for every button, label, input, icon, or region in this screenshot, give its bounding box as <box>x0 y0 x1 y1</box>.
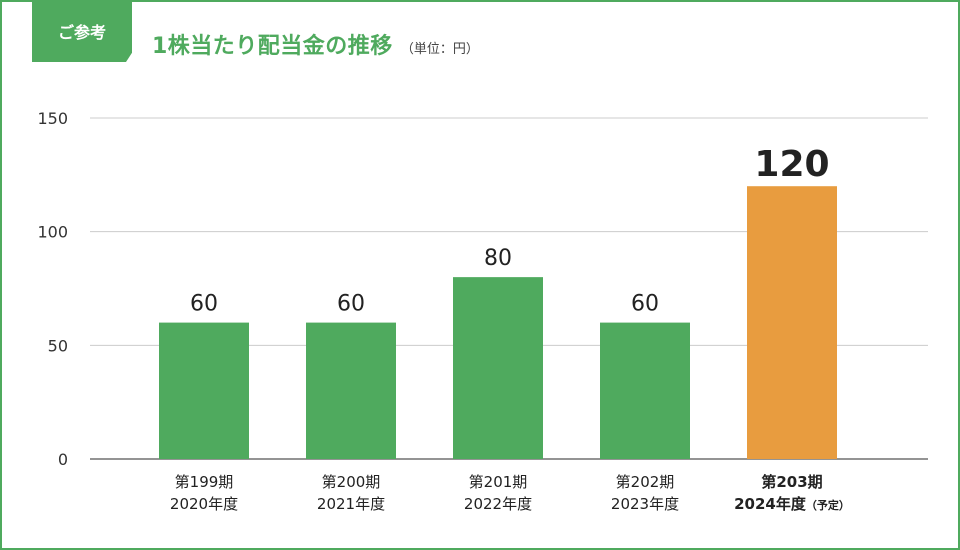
category-year-text: 2021年度 <box>317 495 385 513</box>
category-label-year: 2020年度 <box>170 495 238 513</box>
category-label-year: 2024年度（予定） <box>734 495 850 513</box>
category-note: （予定） <box>806 498 850 512</box>
category-label-period: 第202期 <box>616 473 675 491</box>
category-year-text: 2023年度 <box>611 495 679 513</box>
bar-value-label: 60 <box>190 292 218 317</box>
unit-label: （単位：円） <box>400 42 479 57</box>
bar <box>159 322 249 459</box>
bar-value-label: 60 <box>337 292 365 317</box>
bar <box>600 322 690 459</box>
y-tick-label: 100 <box>37 223 68 242</box>
bar <box>306 322 396 459</box>
y-tick-label: 0 <box>58 450 68 469</box>
bar <box>453 277 543 459</box>
category-label-year: 2022年度 <box>464 495 532 513</box>
chart-title: 1株当たり配当金の推移 （単位：円） <box>152 28 479 60</box>
category-year-text: 2024年度 <box>734 495 807 513</box>
bar-value-label: 60 <box>631 292 659 317</box>
category-year-text: 2020年度 <box>170 495 238 513</box>
reference-badge: ご参考 <box>32 0 132 62</box>
chart-title-text: 1株当たり配当金の推移 <box>152 34 393 59</box>
category-label-year: 2021年度 <box>317 495 385 513</box>
category-label-year: 2023年度 <box>611 495 679 513</box>
bar <box>747 186 837 459</box>
category-year-text: 2022年度 <box>464 495 532 513</box>
category-label-period: 第203期 <box>761 473 822 491</box>
category-label-period: 第199期 <box>175 473 234 491</box>
bar-value-label: 120 <box>754 144 829 185</box>
category-label-period: 第200期 <box>322 473 381 491</box>
y-tick-label: 150 <box>37 109 68 128</box>
y-tick-label: 50 <box>48 336 68 355</box>
bar-value-label: 80 <box>484 246 512 271</box>
category-label-period: 第201期 <box>469 473 528 491</box>
